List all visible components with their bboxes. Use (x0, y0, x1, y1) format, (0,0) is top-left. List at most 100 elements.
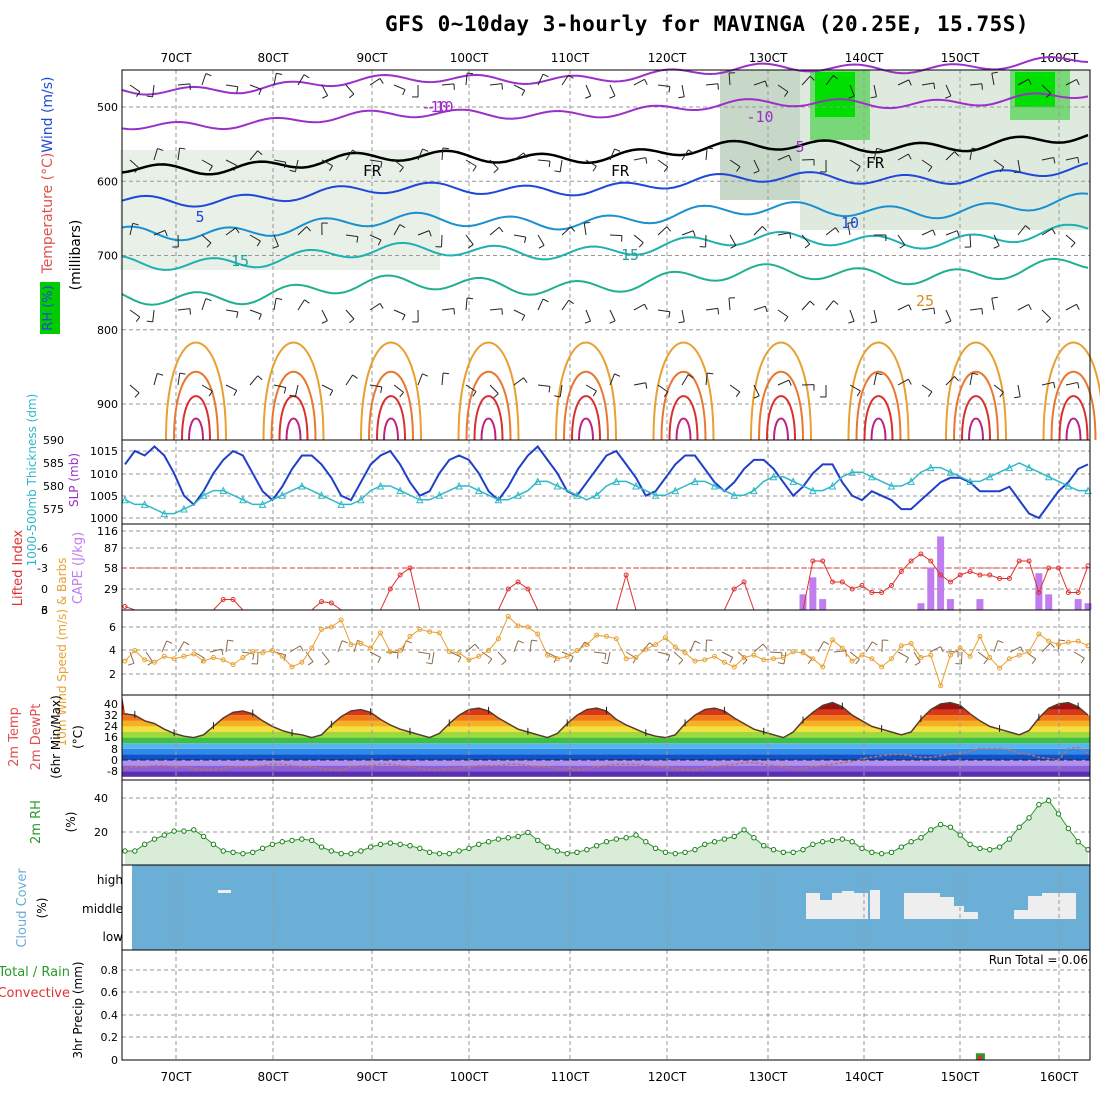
wind-barb (345, 309, 355, 320)
thickness-point (514, 491, 522, 499)
surface-wind-barb (177, 641, 185, 653)
wind-barb (908, 304, 912, 311)
cape-tick-label: 87 (104, 542, 118, 555)
wind-barb (321, 309, 328, 321)
wind-barb (729, 234, 737, 246)
x-tick-label-top: 140CT (845, 51, 884, 65)
surface-wind-barb (753, 643, 764, 653)
li-point (849, 586, 855, 592)
wind-barb (559, 384, 563, 397)
temperature-contour-label: FR (611, 162, 630, 180)
wind-barb (513, 84, 525, 91)
wind-barb (164, 230, 168, 237)
rh-point (721, 836, 728, 842)
x-tick-label-bottom: 120CT (648, 1070, 687, 1084)
wind-barb (668, 311, 671, 318)
wind-speed-point (505, 613, 511, 619)
wind-barb (1065, 234, 1076, 244)
wind-speed-point (319, 626, 325, 632)
wind-barb (225, 384, 237, 391)
wind-barb (777, 154, 790, 161)
slp-tick-label: 1010 (90, 468, 118, 481)
wind-barb (345, 149, 354, 161)
wind-barb (442, 147, 449, 150)
wind-barb (897, 304, 909, 311)
rh-point (682, 849, 688, 856)
cloud-mid-patch (870, 890, 880, 919)
wind-barb (1014, 396, 1021, 399)
slp-tick-label: 1000 (90, 512, 118, 525)
wind-barb (294, 384, 299, 397)
wind-barb (256, 240, 261, 247)
surface-wind-barb (1031, 658, 1037, 665)
li-point (869, 590, 875, 595)
wind-barb (1017, 225, 1026, 236)
temperature-contour-label: -10 (746, 108, 773, 126)
minmax-ylabel: (6hr Min/Max) (49, 695, 63, 779)
wind-barb (524, 237, 527, 244)
wind-speed-point (427, 629, 433, 635)
wind-barb (189, 308, 191, 315)
thickness-point (435, 491, 444, 499)
wind-speed-point (358, 640, 364, 646)
wind-barb (801, 234, 811, 245)
surface-wind-barb (1049, 642, 1055, 648)
wind-barb (993, 384, 1004, 393)
temperature-mask (122, 695, 1090, 738)
li-point (918, 551, 924, 557)
wind-barb (801, 75, 811, 86)
temp-ylabel-part: 2m Temp (7, 707, 22, 767)
cape-tick-label: 116 (97, 525, 118, 538)
temperature-contour-label: -10 (421, 98, 448, 116)
wind-barb (380, 386, 383, 393)
thickness-point (239, 495, 247, 504)
surface-wind-barb (529, 640, 532, 653)
wind-barb (730, 245, 737, 249)
wind-barb (687, 374, 694, 379)
millibars-label-part: (millibars) (68, 220, 84, 291)
cloud-mid-patch (940, 897, 954, 919)
cape-bar (1045, 594, 1053, 610)
surface-wind-barb (252, 653, 255, 660)
surface-wind-barb (657, 651, 670, 656)
wind-barb (657, 84, 670, 88)
wind-barb (609, 234, 623, 237)
surface-wind-barb (431, 651, 435, 664)
wind-barb (1076, 304, 1080, 310)
rh-point (279, 839, 285, 845)
temperature-contour-label: FR (363, 162, 382, 180)
x-tick-label-bottom: 160CT (1040, 1070, 1079, 1084)
wind-barb (921, 159, 933, 168)
wind-barb (225, 84, 238, 88)
warm-contour (668, 395, 699, 441)
wind-barb (465, 298, 468, 311)
wind-barb (205, 73, 212, 77)
wind-barb (999, 391, 1004, 398)
wind-barb (548, 161, 551, 168)
wind-barb (513, 234, 526, 238)
li-point (1056, 565, 1062, 571)
thickness-point (199, 491, 208, 499)
surface-wind-barb (678, 659, 684, 665)
wind-barb (132, 222, 139, 226)
wind-barb (489, 308, 502, 311)
wind-barb (537, 234, 545, 246)
temperature-contour (121, 257, 1089, 306)
wind-barb (349, 318, 355, 324)
thickness-point (612, 477, 621, 485)
wind-barb (801, 158, 815, 161)
thickness-tick-label: 575 (43, 503, 64, 516)
wind-barb (663, 166, 669, 173)
li-point (1006, 576, 1012, 581)
wind-barb (907, 153, 912, 160)
warm-contour (165, 341, 227, 441)
thickness-point (121, 495, 129, 504)
rh-point (869, 849, 875, 856)
surface-wind-barb (1073, 651, 1085, 659)
thickness-point (160, 509, 169, 518)
wind-barb (489, 226, 500, 236)
warm-contour (675, 417, 692, 441)
warm-contour (855, 370, 902, 441)
wind-barb (329, 390, 334, 396)
temperature-contour-label: 5 (195, 208, 204, 226)
